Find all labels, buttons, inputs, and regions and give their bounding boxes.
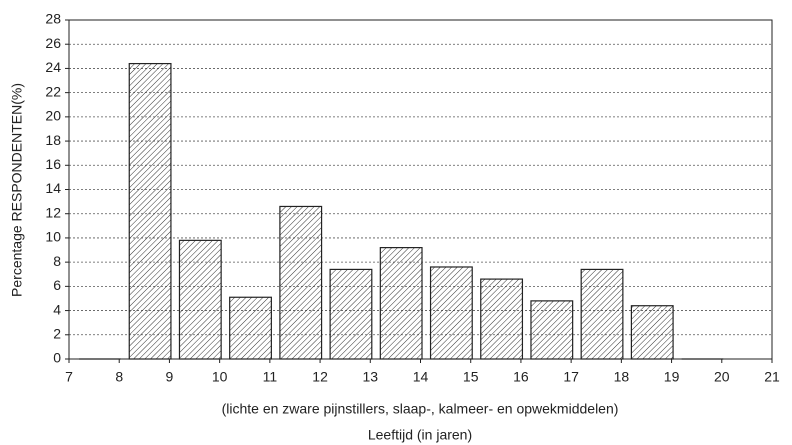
y-tick-label: 24 <box>45 59 61 75</box>
bar <box>178 239 222 360</box>
y-tick-label: 28 <box>45 11 61 27</box>
bar <box>429 266 473 360</box>
x-tick-label: 19 <box>664 369 680 385</box>
y-tick-label: 26 <box>45 35 61 51</box>
x-tick-label: 15 <box>463 369 479 385</box>
bar <box>379 247 423 360</box>
y-tick-label: 10 <box>45 229 61 245</box>
bar <box>480 278 524 360</box>
x-axis-label: Leeftijd (in jaren) <box>368 427 472 443</box>
y-tick-label: 12 <box>45 204 61 220</box>
bar <box>530 300 574 360</box>
x-tick-label: 14 <box>413 369 429 385</box>
x-tick-label: 7 <box>65 369 73 385</box>
x-tick-label: 11 <box>263 369 278 385</box>
bar <box>630 305 674 360</box>
bar <box>329 268 373 360</box>
y-tick-label: 6 <box>53 277 61 293</box>
x-tick-label: 10 <box>212 369 228 385</box>
subtitle: (lichte en zware pijnstillers, slaap-, k… <box>222 401 619 417</box>
y-tick-label: 8 <box>53 253 61 269</box>
x-tick-label: 17 <box>563 369 579 385</box>
y-tick-label: 16 <box>45 156 61 172</box>
x-tick-label: 9 <box>166 369 174 385</box>
x-tick-label: 20 <box>714 369 730 385</box>
x-tick-label: 12 <box>312 369 328 385</box>
x-tick-label: 18 <box>614 369 630 385</box>
y-tick-label: 22 <box>45 83 61 99</box>
y-tick-label: 4 <box>53 301 61 317</box>
y-tick-label: 18 <box>45 132 61 148</box>
bar <box>580 268 624 360</box>
x-tick-label: 21 <box>764 369 780 385</box>
x-tick-label: 13 <box>362 369 378 385</box>
bar <box>229 296 272 360</box>
y-tick-label: 2 <box>53 325 61 341</box>
x-tick-label: 16 <box>513 369 529 385</box>
bar <box>128 62 172 360</box>
y-tick-label: 20 <box>45 108 61 124</box>
y-axis-label: Percentage RESPONDENTEN(%) <box>9 83 25 297</box>
y-tick-label: 0 <box>53 350 61 366</box>
bar <box>279 205 323 360</box>
x-tick-label: 8 <box>115 369 123 385</box>
y-tick-label: 14 <box>45 180 61 196</box>
